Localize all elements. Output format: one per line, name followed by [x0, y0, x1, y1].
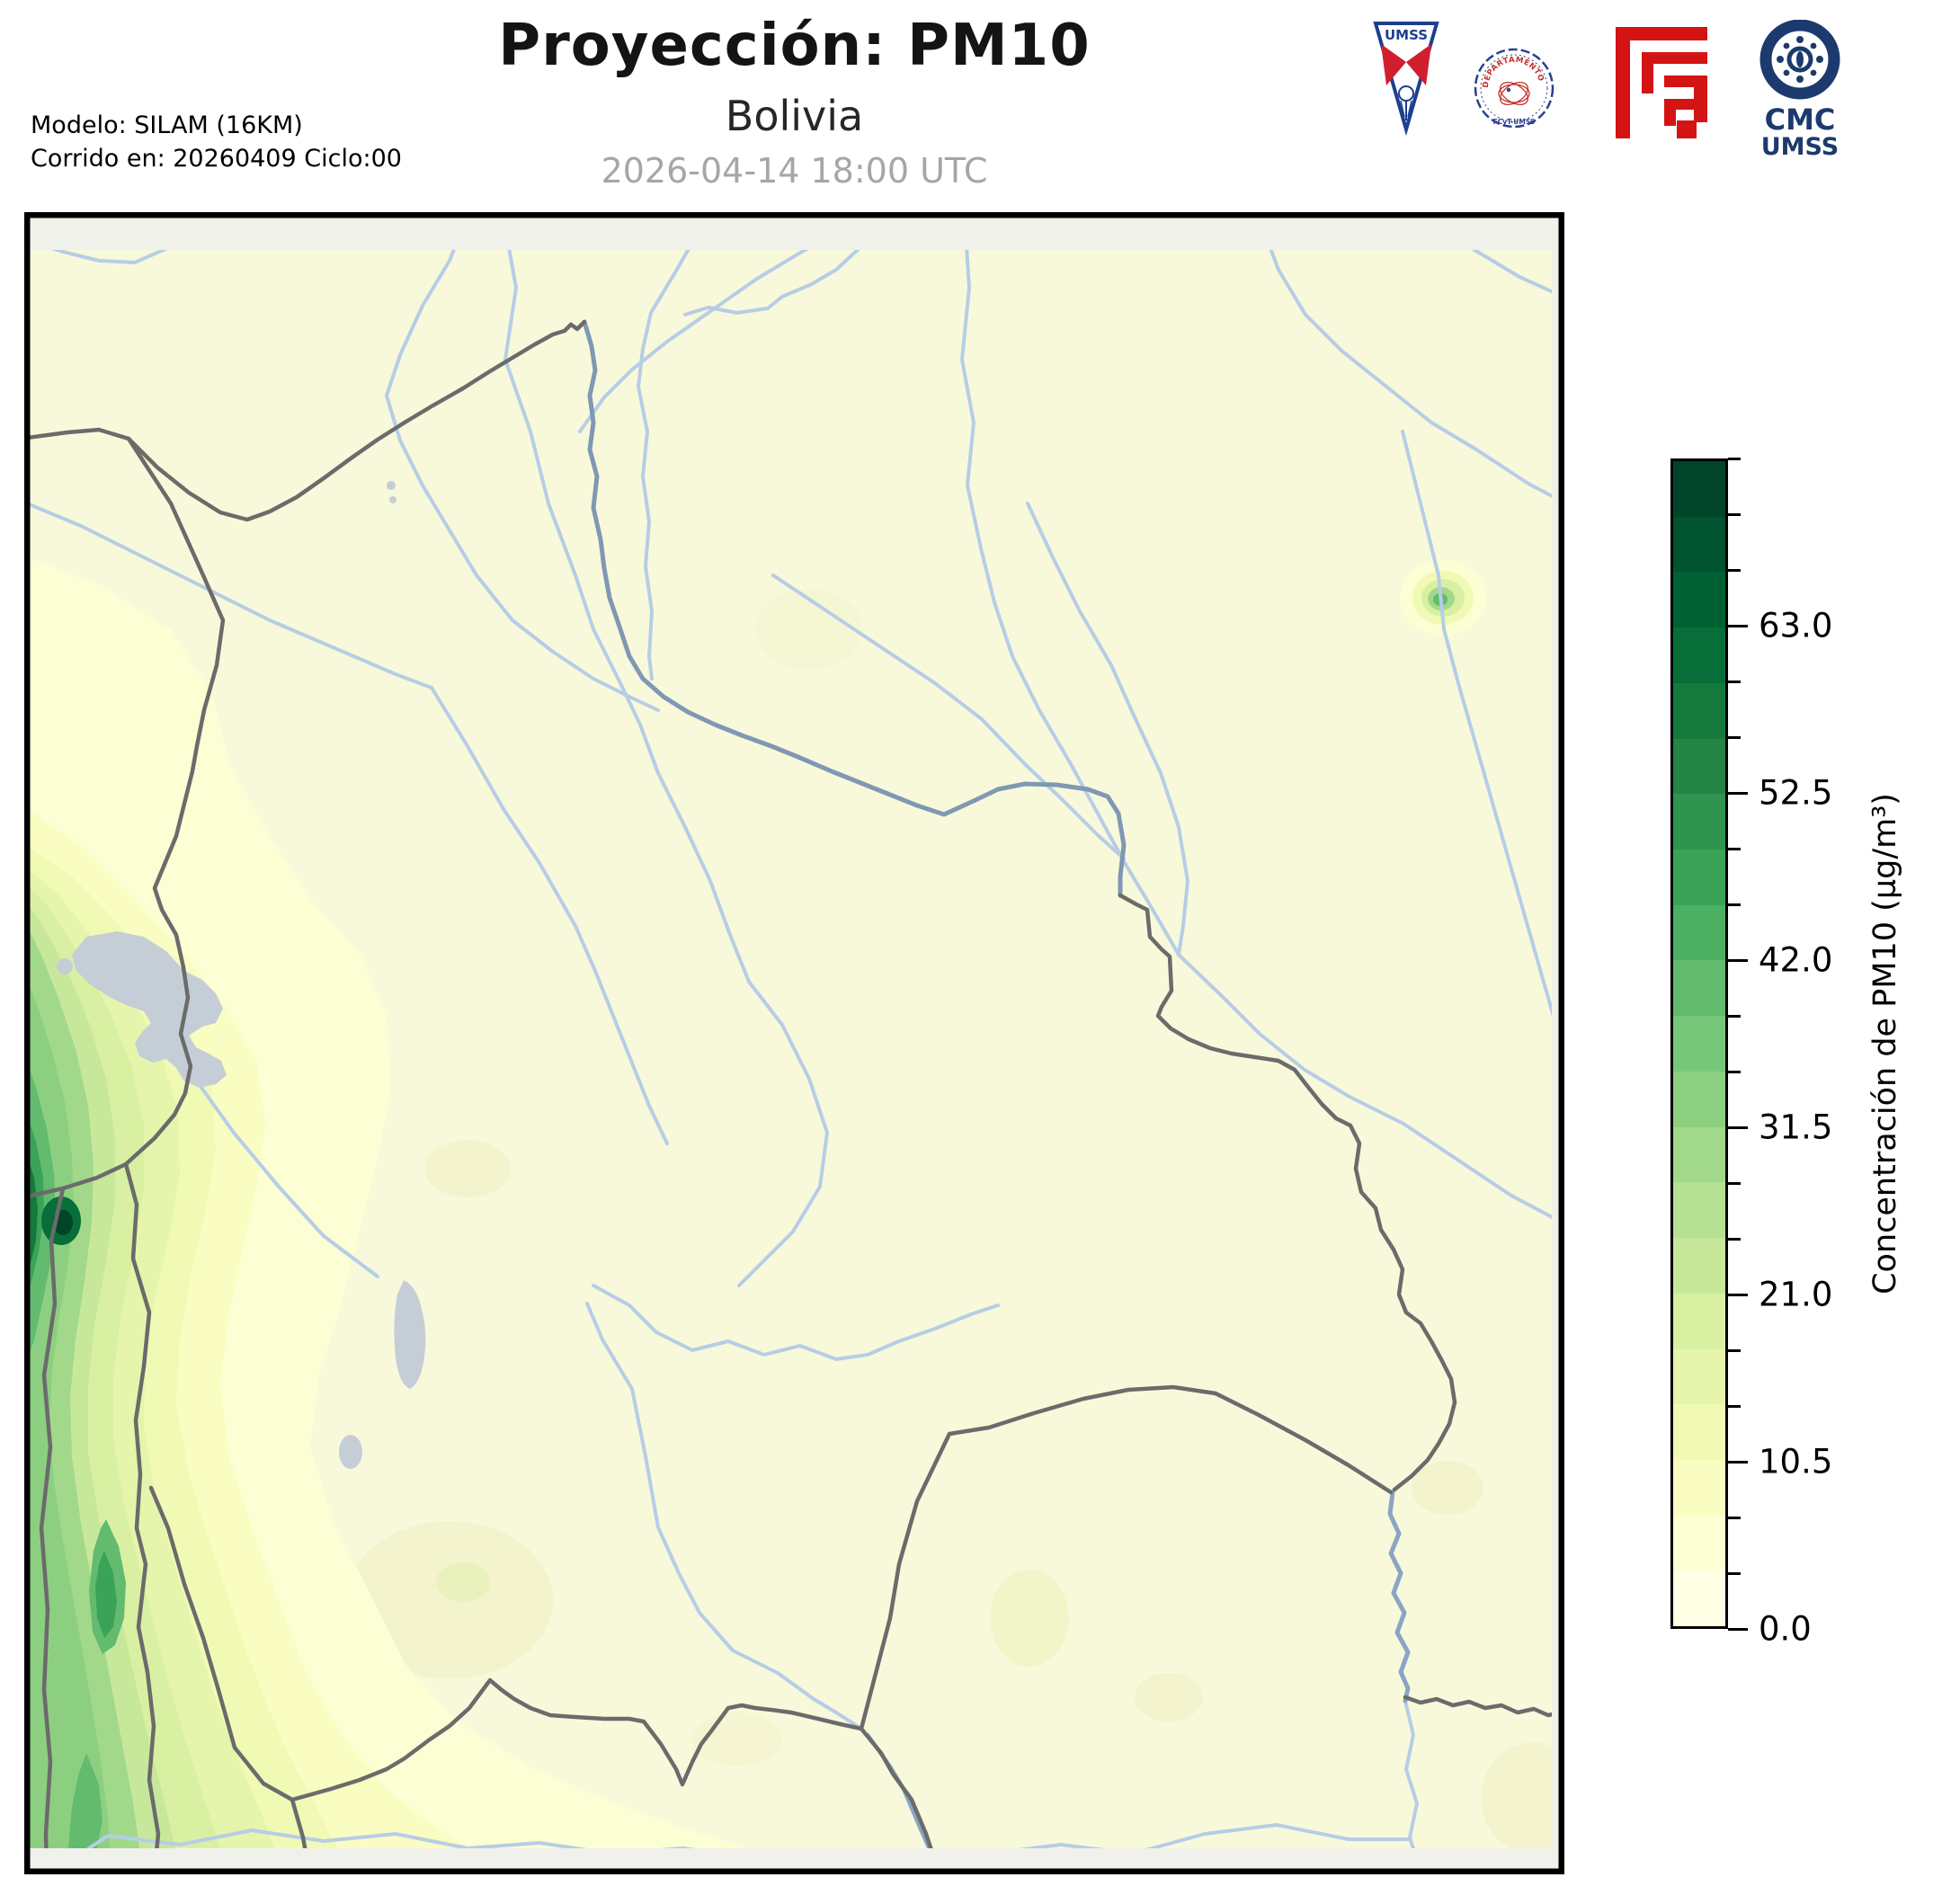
border-north-west [30, 427, 131, 441]
colorbar-tick [1728, 568, 1741, 572]
cmc-text-line1: CMC [1765, 102, 1836, 137]
colorbar-tick [1728, 1125, 1748, 1129]
colorbar-tick-label: 10.5 [1759, 1442, 1833, 1481]
colorbar-segment [1673, 1404, 1725, 1460]
cmc-umss-logo: CMC UMSS [1759, 20, 1840, 160]
colorbar-tick [1728, 1460, 1748, 1464]
colorbar-tick [1728, 791, 1748, 795]
colorbar-tick [1728, 1348, 1741, 1352]
colorbar-segment [1673, 572, 1725, 628]
fcyt-red-logo [1616, 27, 1707, 138]
map-canvas [24, 212, 1564, 1874]
colorbar-segment [1673, 516, 1725, 573]
colorbar-tick [1728, 1571, 1741, 1575]
border-argentina-bolivia [290, 1677, 864, 1802]
colorbar-segment [1673, 627, 1725, 683]
cmc-text-line2: UMSS [1761, 133, 1839, 160]
northeast-hotspot [1400, 560, 1486, 636]
colorbar-segment [1673, 1182, 1725, 1239]
colorbar-tick [1728, 1014, 1741, 1018]
border-chile-bolivia [123, 1161, 161, 1848]
border-east [1118, 893, 1457, 1492]
colorbar-tick [1728, 1237, 1741, 1241]
colorbar-tick [1728, 512, 1741, 516]
colorbar-tick [1728, 847, 1741, 850]
border-chile-coastline [39, 1186, 66, 1848]
colorbar-tick [1728, 1404, 1741, 1408]
colorbar-segment [1673, 904, 1725, 961]
lakes [57, 481, 426, 1469]
colorbar-tick [1728, 1070, 1741, 1073]
colorbar-tick [1728, 680, 1741, 683]
colorbar-tick [1728, 1627, 1748, 1631]
colorbar-segment [1673, 738, 1725, 795]
page-title: Proyección: PM10 [498, 13, 1091, 79]
colorbar-segment [1673, 1293, 1725, 1349]
model-info-line1: Modelo: SILAM (16KM) [31, 111, 303, 139]
colorbar-segment [1673, 461, 1725, 517]
colorbar-tick-label: 31.5 [1759, 1108, 1833, 1147]
border-paraguay-west [859, 1726, 933, 1848]
pennant-red-right [1406, 44, 1431, 85]
colorbar-segment [1673, 1238, 1725, 1294]
colorbar-segment [1673, 794, 1725, 850]
pm10-contour-plume [30, 558, 746, 1848]
colorbar-tick [1728, 903, 1741, 906]
colorbar-axis-label: Concentración de PM10 (µg/m³) [1867, 793, 1904, 1295]
page-subtitle: Bolivia [725, 92, 864, 140]
colorbar-segment [1673, 1071, 1725, 1127]
border-peru [123, 436, 226, 1167]
colorbar-segment [1673, 1016, 1725, 1072]
colorbar-tick-label: 21.0 [1759, 1275, 1833, 1314]
seal-sub-text: FCyT-UMSS [1493, 118, 1536, 126]
fcyt-red-bars [1616, 27, 1707, 138]
border-peru-coast [30, 1161, 129, 1198]
colorbar-tick [1728, 1181, 1741, 1185]
colorbar-tick [1728, 624, 1748, 627]
colorbar-tick [1728, 735, 1741, 739]
colorbar-tick-label: 63.0 [1759, 606, 1833, 645]
rivers [30, 250, 1552, 1848]
colorbar-segment [1673, 960, 1725, 1017]
umss-pennant-logo: UMSS [1373, 22, 1439, 137]
umss-pennant-text: UMSS [1385, 27, 1428, 43]
forecast-datetime: 2026-04-14 18:00 UTC [601, 151, 988, 191]
departamento-fisica-seal: DEPARTAMENTO DE FÍSICA FCyT-UMSS [1473, 20, 1554, 129]
cmc-gear-dots [1777, 36, 1823, 83]
border-bolivia-paraguay [859, 1384, 1394, 1731]
colorbar-segment [1673, 1459, 1725, 1516]
colorbar-tick-label: 0.0 [1759, 1609, 1812, 1649]
faint-concentration-patches [346, 589, 1552, 1848]
colorbar-segment [1673, 1126, 1725, 1183]
model-info-line2: Corrido en: 20260409 Ciclo:00 [31, 145, 402, 173]
colorbar-segment [1673, 1570, 1725, 1627]
colorbar-segment [1673, 850, 1725, 905]
colorbar-segment [1673, 1348, 1725, 1405]
lake-poopo [394, 1280, 426, 1389]
colorbar-tick [1728, 457, 1741, 460]
colorbar-tick-label: 52.5 [1759, 773, 1833, 813]
colorbar-tick-label: 42.0 [1759, 940, 1833, 980]
colorbar-tick [1728, 1293, 1748, 1296]
colorbar [1670, 458, 1728, 1629]
colorbar-tick [1728, 1516, 1741, 1519]
border-brazil-paraguay-east [1403, 1695, 1552, 1718]
colorbar-tick [1728, 958, 1748, 962]
colorbar-segment [1673, 1515, 1725, 1571]
lake-titicaca [72, 931, 227, 1088]
colorbar-ticks: 0.0 10.5 21.0 31.5 42.0 52.5 63.0 [1728, 457, 1942, 1649]
colorbar-segment [1673, 682, 1725, 739]
country-borders [30, 319, 1552, 1848]
pennant-red-left [1381, 44, 1406, 85]
border-north-sag-apex [126, 319, 587, 522]
border-chile-argentina [148, 1485, 307, 1848]
map-frame [24, 212, 1564, 1874]
